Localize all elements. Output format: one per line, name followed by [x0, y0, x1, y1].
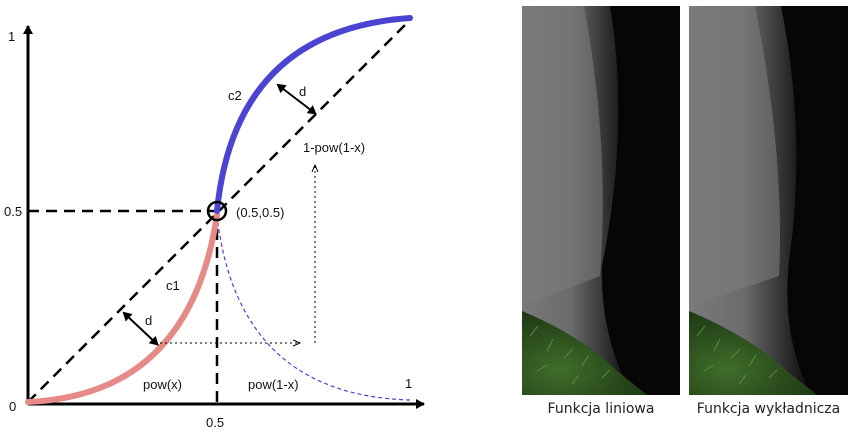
- c2-label: c2: [228, 88, 242, 103]
- distance-arrow-upper: [276, 83, 317, 115]
- midpoint-marker: [206, 200, 228, 222]
- pow-x-label: pow(x): [143, 377, 182, 392]
- photo-linear: [522, 6, 680, 395]
- easing-diagram: 1 0.5 0 0.5 1 c2 c1 d d 1-pow(1-x) (0.5,…: [4, 15, 425, 430]
- y-tick-1: 1: [8, 29, 15, 44]
- d-label-upper: d: [299, 84, 306, 99]
- curve-c2: [214, 15, 413, 214]
- caption-linear: Funkcja liniowa: [547, 401, 655, 417]
- reflected-curve: [216, 214, 411, 401]
- d-label-lower: d: [145, 313, 152, 328]
- pow-1-minus-x-label: pow(1-x): [248, 377, 299, 392]
- distance-arrow-lower: [122, 311, 159, 346]
- x-tick-1: 1: [405, 376, 412, 391]
- inverse-formula-label: 1-pow(1-x): [303, 140, 365, 155]
- curve-c1: [25, 212, 220, 405]
- x-tick-half: 0.5: [206, 415, 224, 430]
- origin-label: 0: [9, 399, 16, 414]
- photo-exponential: [689, 6, 848, 395]
- y-tick-half: 0.5: [4, 204, 22, 219]
- c1-label: c1: [166, 278, 180, 293]
- midpoint-label: (0.5,0.5): [236, 205, 284, 220]
- caption-exponential: Funkcja wykładnicza: [696, 401, 841, 417]
